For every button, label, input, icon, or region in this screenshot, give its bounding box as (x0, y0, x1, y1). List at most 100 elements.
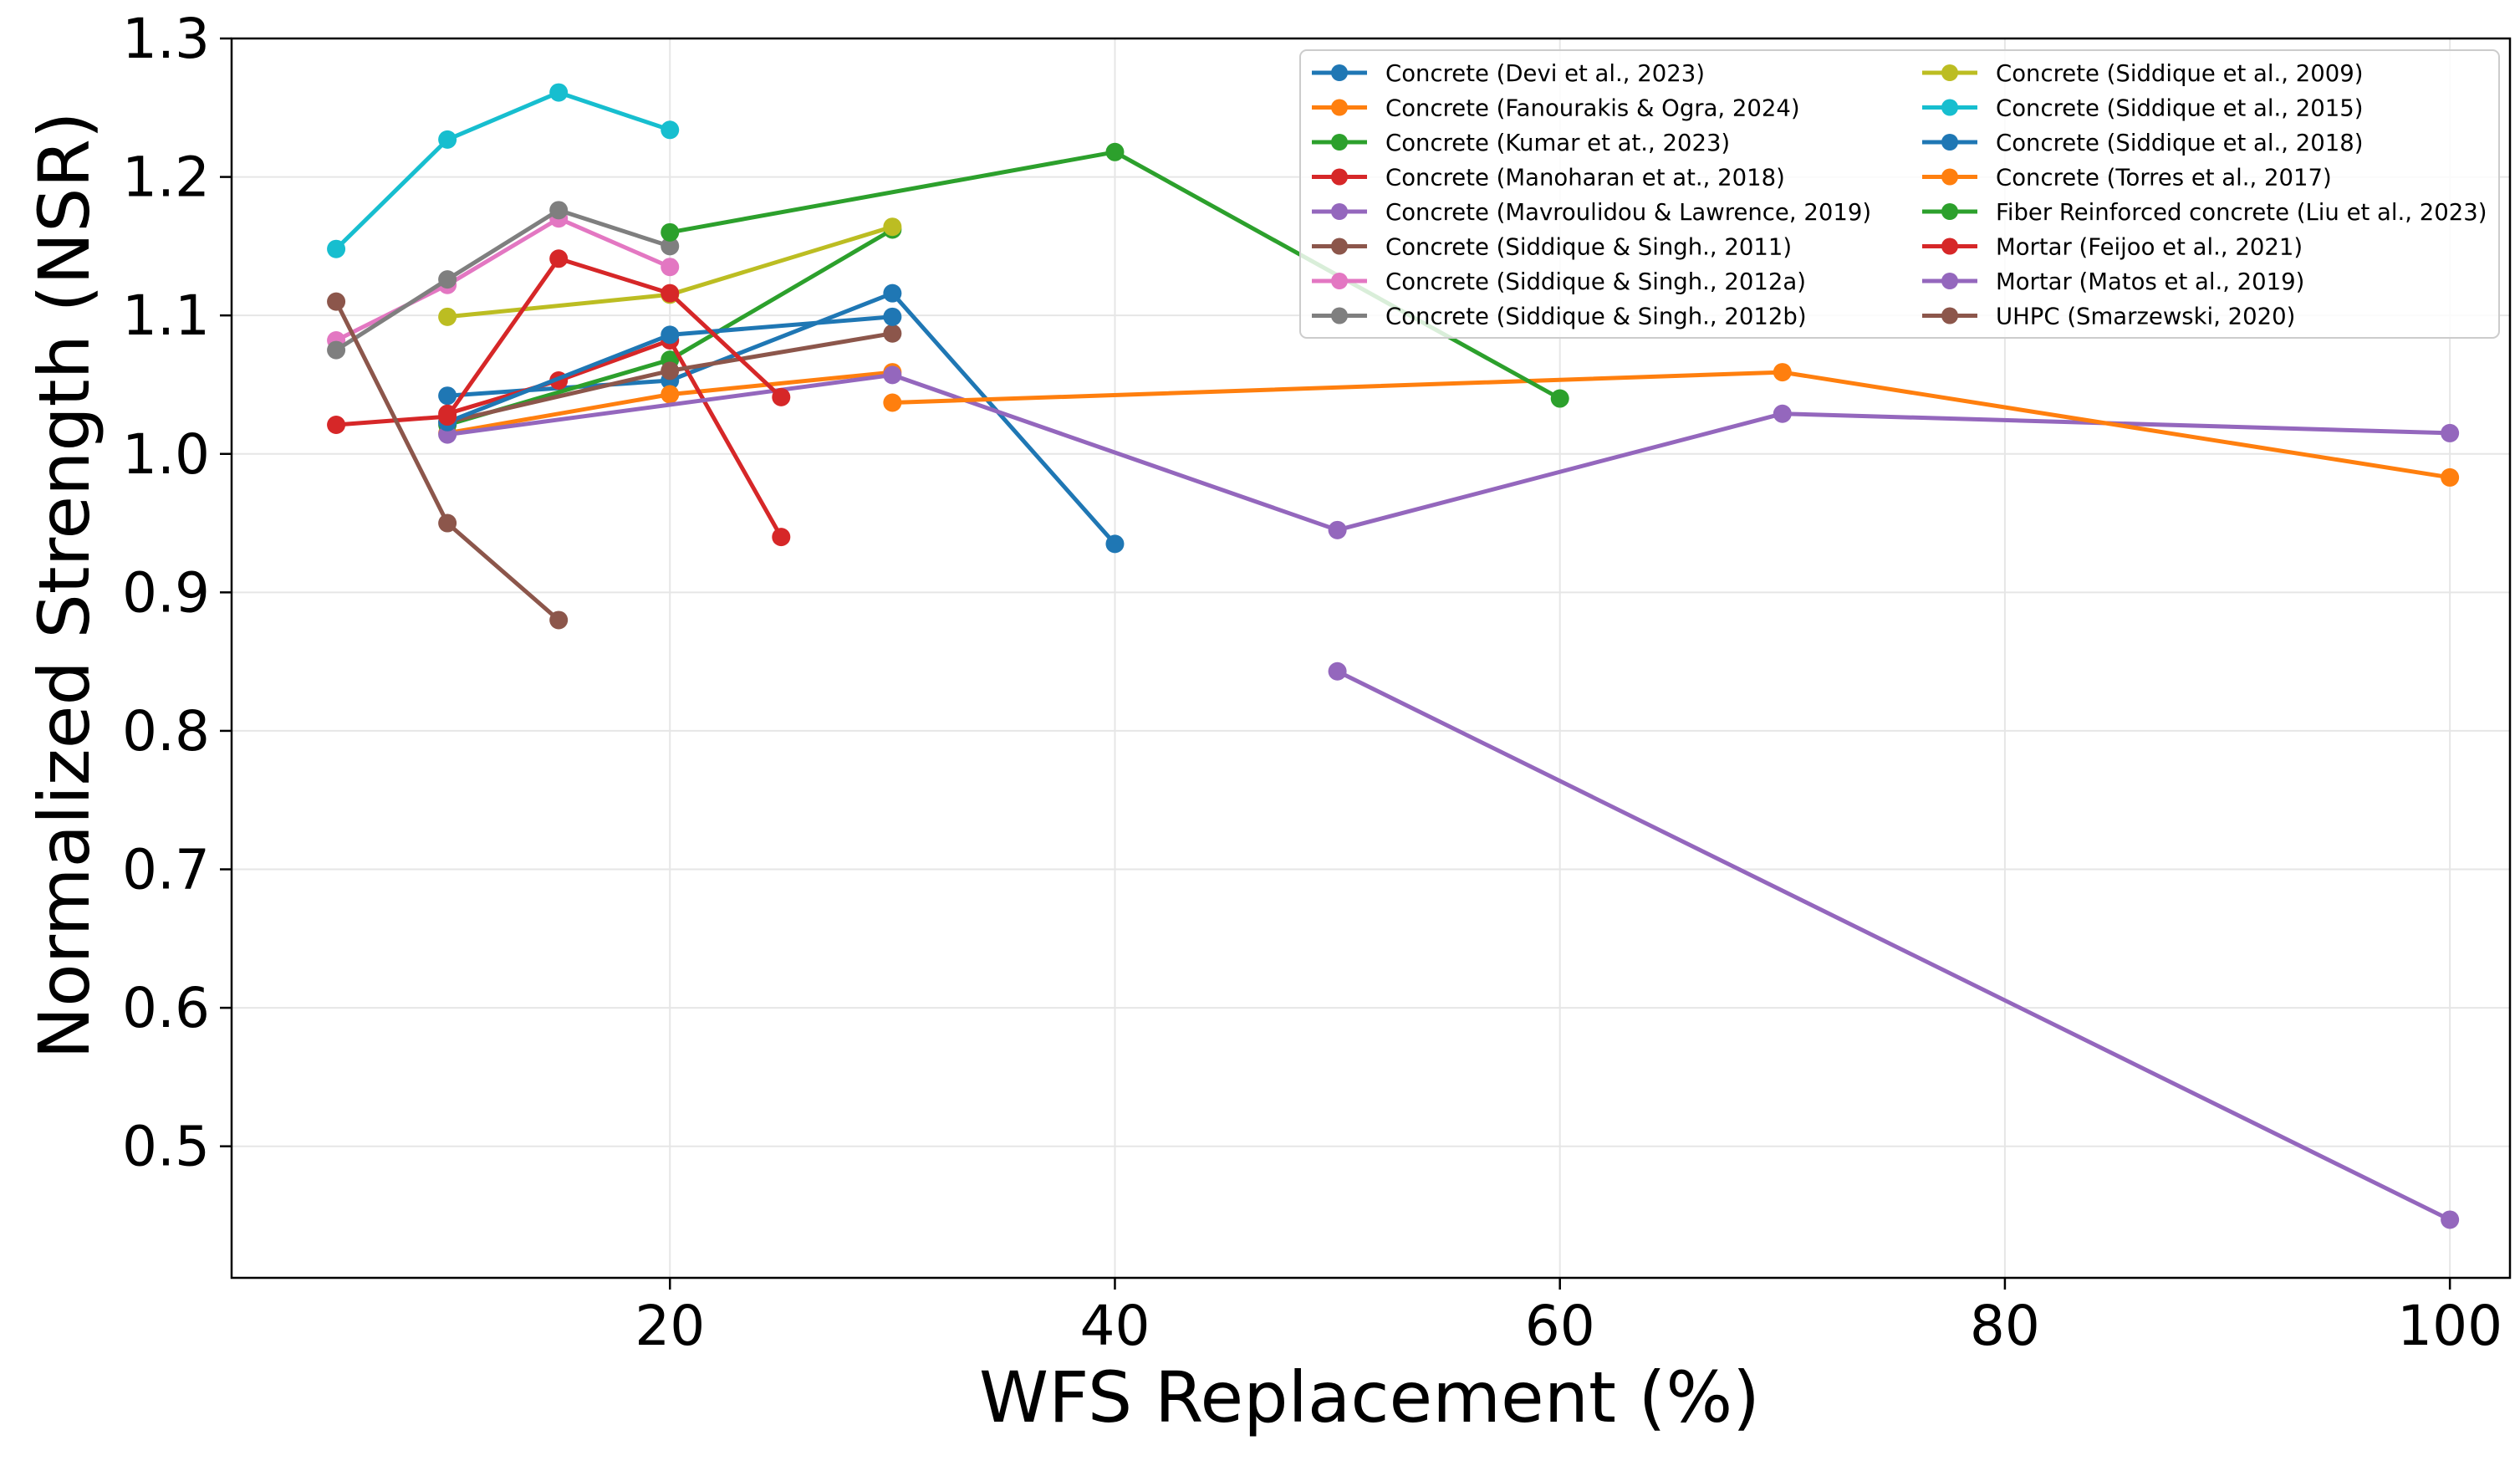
series-9 (327, 83, 680, 258)
data-point (1328, 661, 1347, 681)
data-point (661, 283, 680, 303)
series-13 (327, 249, 791, 434)
y-tick-label: 1.1 (122, 283, 210, 348)
legend-swatch-marker (1941, 99, 1958, 116)
legend-item: Concrete (Kumar et at., 2023) (1312, 130, 1730, 156)
data-point (883, 307, 902, 326)
legend-label: Mortar (Feijoo et al., 2021) (1996, 234, 2303, 261)
legend-label: Concrete (Siddique et al., 2018) (1996, 130, 2363, 156)
legend: Concrete (Devi et al., 2023) Concrete (Fa… (1299, 49, 2500, 339)
data-point (661, 222, 680, 242)
x-axis-label: WFS Replacement (%) (979, 1356, 1760, 1438)
data-point (438, 270, 457, 289)
legend-item: Concrete (Siddique & Singh., 2012a) (1312, 268, 1806, 295)
plot-frame (230, 37, 2512, 1280)
data-point (883, 324, 902, 343)
y-tick-label: 0.5 (122, 1115, 210, 1179)
legend-swatch-marker (1941, 203, 1958, 220)
data-point (661, 237, 680, 256)
data-point (438, 386, 457, 406)
legend-swatch-marker (1331, 307, 1348, 324)
data-point (772, 387, 791, 406)
y-tick-label: 0.7 (122, 838, 210, 902)
legend-swatch-marker (1331, 134, 1348, 151)
legend-item: Concrete (Siddique et al., 2018) (1922, 130, 2363, 156)
series-14 (1328, 661, 2460, 1229)
data-point (2441, 467, 2460, 487)
data-point (2441, 1210, 2460, 1229)
legend-label: Concrete (Torres et al., 2017) (1996, 165, 2332, 192)
legend-swatch-marker (1331, 168, 1348, 186)
y-axis-label: Normalized Strength (NSR) (23, 111, 105, 1059)
legend-item: Concrete (Fanourakis & Ogra, 2024) (1312, 95, 1800, 122)
data-point (438, 407, 457, 427)
data-point (772, 528, 791, 547)
data-point (1773, 404, 1792, 423)
data-point (327, 239, 346, 258)
series-line (334, 207, 671, 352)
data-point (327, 415, 346, 434)
data-point (883, 393, 902, 412)
x-tick-label: 60 (1525, 1294, 1595, 1358)
data-point (1105, 142, 1125, 161)
data-point (438, 513, 457, 533)
legend-label: Concrete (Siddique & Singh., 2012a) (1385, 268, 1806, 295)
data-point (661, 258, 680, 277)
legend-item: Fiber Reinforced concrete (Liu et al., 2… (1922, 199, 2487, 226)
legend-swatch-marker (1941, 168, 1958, 186)
series-line (1336, 669, 2451, 1222)
data-point (661, 325, 680, 345)
data-point (661, 120, 680, 140)
data-point (2441, 423, 2460, 442)
data-point (438, 130, 457, 149)
data-point (883, 365, 902, 385)
x-tick-label: 20 (635, 1294, 705, 1358)
x-tick-label: 40 (1079, 1294, 1150, 1358)
legend-label: Concrete (Siddique & Singh., 2012b) (1385, 304, 1807, 330)
legend-item: Concrete (Siddique et al., 2015) (1922, 95, 2363, 122)
legend-label: Concrete (Fanourakis & Ogra, 2024) (1385, 95, 1800, 122)
data-point (549, 201, 569, 220)
legend-item: Mortar (Feijoo et al., 2021) (1922, 234, 2303, 261)
legend-item: Concrete (Devi et al., 2023) (1312, 60, 1705, 87)
data-point (549, 83, 569, 102)
x-tick-label: 80 (1970, 1294, 2040, 1358)
data-point (1328, 520, 1347, 539)
y-tick-label: 1.3 (122, 7, 210, 71)
legend-box (1299, 49, 2500, 339)
legend-item: Concrete (Siddique et al., 2009) (1922, 60, 2363, 87)
legend-label: Concrete (Mavroulidou & Lawrence, 2019) (1385, 199, 1871, 226)
series-11 (883, 363, 2460, 487)
legend-label: Concrete (Siddique & Singh., 2011) (1385, 234, 1792, 261)
legend-item: UHPC (Smarzewski, 2020) (1922, 304, 2295, 330)
legend-swatch-marker (1941, 273, 1958, 289)
legend-item: Concrete (Torres et al., 2017) (1922, 165, 2332, 192)
y-tick-label: 0.8 (122, 699, 210, 764)
data-point (438, 307, 457, 326)
legend-label: Fiber Reinforced concrete (Liu et al., 2… (1996, 199, 2487, 226)
data-point (883, 217, 902, 237)
series-15 (327, 292, 569, 630)
data-point (1550, 389, 1569, 408)
y-tick-label: 1.0 (122, 422, 210, 487)
data-point (883, 283, 902, 303)
legend-label: Concrete (Siddique et al., 2015) (1996, 95, 2363, 122)
y-tick-label: 0.6 (122, 976, 210, 1040)
data-point (327, 340, 346, 360)
series-layer (327, 83, 2460, 1229)
legend-label: Concrete (Devi et al., 2023) (1385, 60, 1705, 87)
data-point (549, 249, 569, 268)
legend-swatch-marker (1941, 134, 1958, 151)
legend-swatch-marker (1331, 64, 1348, 81)
data-point (661, 361, 680, 381)
axis-ticks: 20 40 60 80 100 0.5 0.6 0.7 0.8 0.9 1.0 1.1 1.2 1.3 (122, 7, 2502, 1358)
legend-swatch-marker (1331, 203, 1348, 220)
legend-label: Concrete (Siddique et al., 2009) (1996, 60, 2363, 87)
y-tick-label: 0.9 (122, 560, 210, 625)
data-point (327, 292, 346, 311)
legend-swatch-marker (1941, 238, 1958, 255)
legend-label: Concrete (Manoharan et at., 2018) (1385, 165, 1785, 192)
x-tick-label: 100 (2397, 1294, 2502, 1358)
